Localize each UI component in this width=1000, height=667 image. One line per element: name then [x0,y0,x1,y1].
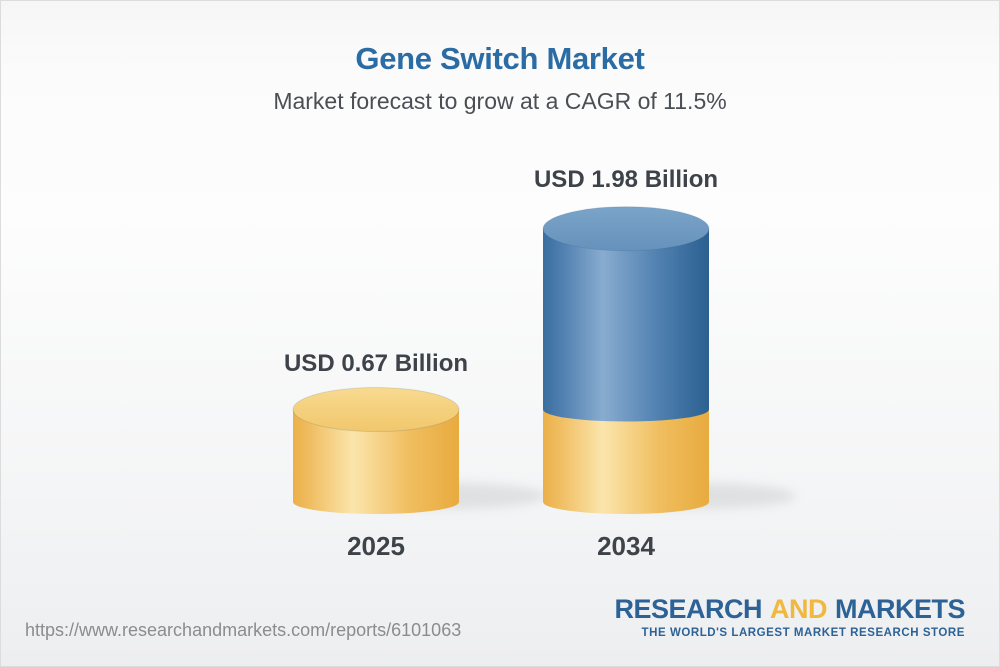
research-and-markets-logo: RESEARCH AND MARKETS THE WORLD'S LARGEST M… [614,595,965,640]
bar-2034-segment-gold [543,409,709,514]
value-label-2025: USD 0.67 Billion [283,350,469,377]
logo-wordmark: RESEARCH AND MARKETS [614,595,965,623]
bar-2034-cylinder-top [542,206,710,252]
chart-subtitle: Market forecast to grow at a CAGR of 11.… [273,88,727,114]
logo-word-and: AND [770,594,828,624]
logo-tagline: THE WORLD'S LARGEST MARKET RESEARCH STOR… [641,627,965,640]
bar-2034-segment-blue [543,228,709,422]
category-label-2034: 2034 [597,531,655,561]
logo-word-markets: MARKETS [835,594,966,624]
value-label-2034: USD 1.98 Billion [533,166,719,193]
report-url: https://www.researchandmarkets.com/repor… [25,620,462,640]
bars-layer [292,206,796,514]
logo-word-research: RESEARCH [614,594,762,624]
bar-2025-cylinder-top [292,387,460,433]
bar-2025-segment-gold [293,409,459,514]
category-label-2025: 2025 [347,531,405,561]
chart-title: Gene Switch Market [355,41,645,76]
